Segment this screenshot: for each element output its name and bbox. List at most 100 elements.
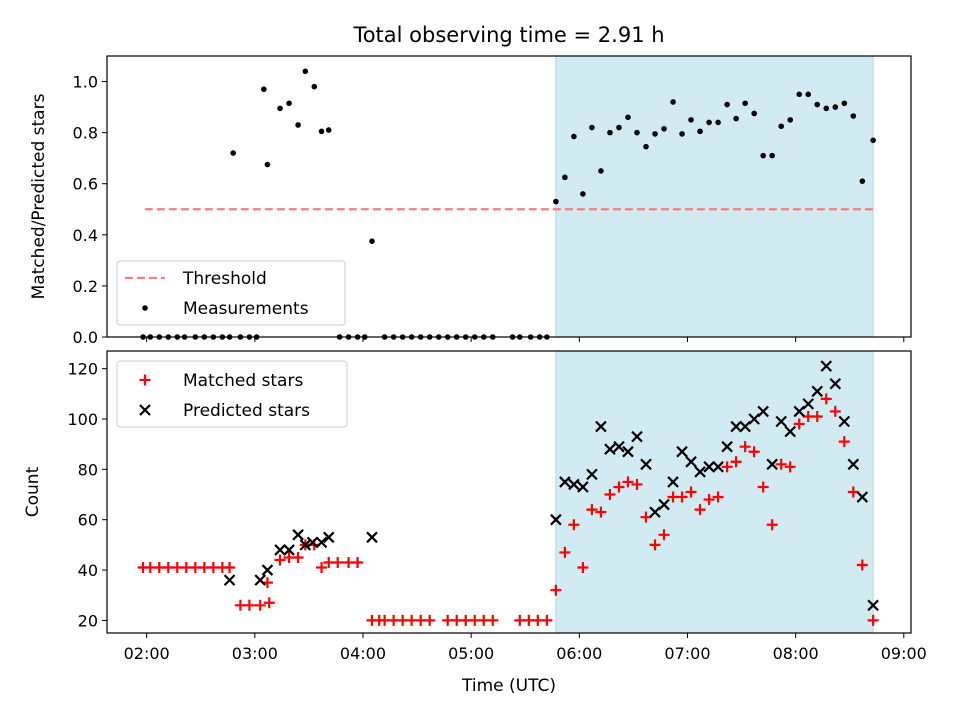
figure-title: Total observing time = 2.91 h [352,23,664,47]
measurement-point [295,122,301,128]
measurement-point [706,119,712,126]
predicted-star-point [811,385,824,398]
predicted-star-point [622,445,634,458]
matched-star-point [243,599,255,611]
measurement-point [733,115,739,122]
measurement-point [325,127,332,133]
measurement-point [832,104,839,110]
measurement-point [553,198,559,205]
legend-box [116,360,348,428]
predicted-star-point [784,425,796,438]
measurement-point [769,152,775,159]
measurement-point [661,126,667,132]
measurement-point [311,83,318,90]
measurement-point [760,152,766,159]
matched-star-point [224,562,236,574]
measurement-point [679,131,685,137]
predicted-star-point [550,513,562,526]
y-tick-label: 80 [78,460,98,479]
measurement-point [778,123,785,130]
legend-predicted-label: Predicted stars [183,401,310,421]
matched-star-point [649,539,661,551]
predicted-star-point [586,468,598,481]
predicted-star-point [613,440,625,453]
predicted-star-point [838,415,851,428]
measurement-point [670,99,676,105]
y-tick-label: 100 [67,410,98,429]
predicted-star-point [595,420,607,433]
matched-star-point [631,478,643,490]
predicted-star-point [299,539,312,551]
legend: Threshold Measurements [116,260,346,326]
predicted-star-point [766,458,778,471]
matched-star-point [613,481,625,493]
measurement-point [571,133,577,140]
matched-star-point [721,461,733,473]
y-tick-label: 0.4 [73,226,98,245]
predicted-star-point [274,544,286,556]
measurement-point [643,143,649,150]
measurement-point [261,86,267,93]
predicted-star-point [604,443,616,455]
measurement-point [302,68,309,75]
y-tick-label: 0.6 [73,175,98,194]
x-tick-label: 07:00 [664,644,710,663]
predicted-star-point [721,440,733,453]
measurement-point [870,137,876,144]
predicted-star-point [694,466,706,478]
matched-star-point [775,458,787,470]
predicted-star-point [568,478,580,491]
matched-star-point [541,614,553,626]
y-axis-label: Count [23,466,43,517]
measurement-point [580,191,586,197]
predicted-star-point [676,445,688,458]
predicted-star-point [261,564,274,576]
matched-star-point [712,491,724,503]
matched-star-point [292,551,304,563]
x-tick-label: 08:00 [773,644,819,663]
x-tick-label: 03:00 [232,644,278,663]
matched-star-point [703,494,715,506]
measurement-point [805,91,812,98]
matched-star-point [739,441,751,453]
matched-star-point [829,405,841,417]
matched-star-point [784,461,796,473]
measurement-point [697,128,703,135]
y-tick-label: 0.2 [73,277,98,296]
matched-star-point [867,614,879,626]
legend: Matched stars Predicted stars [116,360,348,428]
measurement-point [607,129,613,136]
predicted-star-point [366,531,378,544]
observing-span-shade [555,350,874,634]
legend-measurements-swatch [142,305,148,311]
matched-star-point [586,504,598,516]
predicted-star-point [703,461,715,473]
matched-star-point [730,456,742,468]
x-tick-label: 09:00 [881,644,927,663]
predicted-star-point [829,377,842,390]
matched-star-point [352,557,364,568]
measurement-point [787,117,794,123]
matched-star-point [622,476,634,488]
y-tick-label: 0.8 [73,124,98,143]
measurement-point [625,114,631,121]
predicted-star-point [757,405,769,418]
measurement-point [850,113,857,119]
matched-star-point [811,410,823,422]
y-tick-label: 0.0 [73,328,98,347]
predicted-star-point [223,574,236,586]
measurement-point [715,119,721,126]
matched-star-point [793,418,805,430]
y-tick-label: 20 [78,611,98,630]
y-tick-label: 1.0 [73,73,98,92]
matched-star-point [487,614,499,626]
x-tick-label: 06:00 [556,644,602,663]
count-panel: 02:00 03:00 04:00 05:00 06:00 07:00 08:00 09:00… [23,350,927,663]
predicted-star-point [322,531,335,544]
measurement-point [652,131,658,137]
measurement-point [751,110,757,117]
predicted-star-point [283,544,295,556]
matched-star-point [595,506,607,518]
matched-star-point [274,554,286,566]
measurement-point [634,129,640,136]
